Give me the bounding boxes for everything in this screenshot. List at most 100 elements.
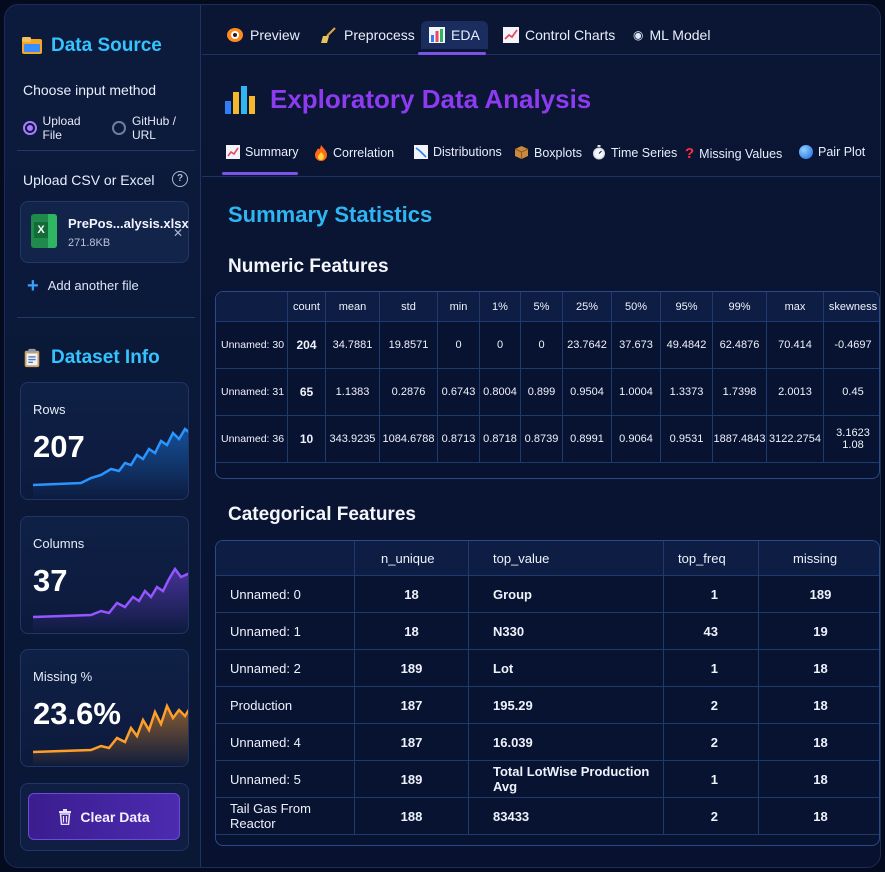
table-cell: 62.4876	[712, 321, 767, 369]
row-label: Unnamed: 0	[216, 575, 355, 613]
subtab-summary[interactable]: Summary	[226, 145, 298, 159]
metric-card-columns: Columns 37	[20, 516, 189, 634]
numeric-features-table-container: count mean std min 1% 5% 25% 50% 95% 99% max skewne…	[215, 291, 880, 479]
plus-icon: +	[27, 274, 39, 297]
table-cell: 2	[663, 723, 759, 761]
categorical-features-table: n_unique top_value top_freq missing Unnamed…	[216, 541, 879, 835]
table-cell: 37.673	[611, 321, 661, 369]
table-row: Unnamed: 31 65 1.1383 0.2876 0.6743 0.8004 0.8…	[216, 368, 879, 416]
metric-card-missing: Missing % 23.6%	[20, 649, 189, 767]
table-cell: Group	[468, 575, 664, 613]
subtab-correlation[interactable]: Correlation	[314, 145, 394, 161]
table-row: Unnamed: 2 189 Lot 1 18	[216, 649, 879, 687]
input-method-radio-group: Upload File GitHub / URL	[23, 114, 200, 142]
help-icon[interactable]: ?	[172, 171, 188, 187]
add-file-button[interactable]: + Add another file	[27, 274, 139, 297]
table-cell: 0.45	[823, 368, 879, 416]
dataset-info-header: Dataset Info	[21, 347, 160, 369]
table-cell: 1887.4843	[712, 415, 767, 463]
blue-circle-icon	[799, 145, 813, 159]
radio-upload-file-label[interactable]: Upload File	[42, 114, 81, 142]
excel-file-icon-letter: X	[34, 222, 48, 238]
radio-upload-file[interactable]	[23, 121, 37, 135]
table-row: Unnamed: 1 18 N330 43 19	[216, 612, 879, 650]
table-cell: 0.8004	[479, 368, 521, 416]
subtab-boxplots[interactable]: Boxplots	[514, 145, 582, 160]
metric-columns-label: Columns	[33, 536, 85, 551]
table-cell: 23.7642	[562, 321, 612, 369]
row-label: Production	[216, 686, 355, 724]
choose-method-label: Choose input method	[23, 82, 157, 98]
table-cell: 1	[663, 649, 759, 687]
table-cell: N330	[468, 612, 664, 650]
missing-sparkline	[32, 702, 188, 766]
table-cell: 0.8713	[437, 415, 480, 463]
tab-preprocess[interactable]: Preprocess	[312, 21, 423, 49]
tab-control-charts-label: Control Charts	[525, 27, 616, 43]
metric-card-rows: Rows 207	[20, 382, 189, 500]
metric-rows-value: 207	[33, 429, 85, 464]
table-cell: 1.0004	[611, 368, 661, 416]
active-tab-indicator	[418, 52, 486, 55]
numeric-header-cell: 25%	[562, 292, 612, 322]
table-cell: 18	[758, 797, 879, 835]
tab-ml-model[interactable]: ◉ ML Model	[625, 21, 718, 49]
categorical-header-cell: top_freq	[663, 541, 759, 576]
categorical-header-cell: missing	[758, 541, 879, 576]
summary-statistics-title: Summary Statistics	[228, 202, 433, 227]
numeric-header-index	[216, 292, 288, 322]
subtab-pair-plot[interactable]: Pair Plot	[799, 145, 865, 159]
table-cell: 3122.2754	[766, 415, 824, 463]
table-cell: 18	[354, 612, 469, 650]
app-window: Data Source Choose input method Upload F…	[4, 4, 881, 868]
eda-subtabs: Summary Correlation Distributions Boxplo…	[202, 137, 880, 177]
subtab-boxplots-label: Boxplots	[534, 145, 582, 160]
subtab-time-series-label: Time Series	[611, 145, 678, 160]
row-label: Unnamed: 30	[216, 321, 288, 369]
tab-control-charts[interactable]: Control Charts	[495, 21, 623, 49]
file-name: PrePos...alysis.xlsx	[68, 216, 189, 231]
table-cell: 3.1623 1.08	[823, 415, 879, 463]
row-label: Unnamed: 5	[216, 760, 355, 798]
row-label: Unnamed: 4	[216, 723, 355, 761]
clear-data-button[interactable]: Clear Data	[28, 793, 180, 840]
tab-preview[interactable]: Preview	[218, 21, 308, 49]
metric-rows-label: Rows	[33, 402, 66, 417]
numeric-header-cell: 50%	[611, 292, 661, 322]
table-cell: 1.7398	[712, 368, 767, 416]
line-chart-icon	[503, 27, 519, 43]
subtab-summary-label: Summary	[245, 145, 299, 159]
table-cell: 0.2876	[379, 368, 438, 416]
table-cell: Total LotWise Production Avg	[468, 760, 664, 798]
tab-eda[interactable]: EDA	[421, 21, 488, 49]
table-row: Tail Gas From Reactor 188 83433 2 18	[216, 797, 879, 835]
add-file-label: Add another file	[47, 278, 139, 293]
numeric-header-cell: skewness	[823, 292, 879, 322]
table-cell: 10	[287, 415, 326, 463]
page-title-text: Exploratory Data Analysis	[270, 83, 592, 114]
table-cell: 18	[354, 575, 469, 613]
clipboard-icon	[24, 348, 40, 368]
table-cell: 1	[663, 575, 759, 613]
remove-file-icon[interactable]: ✕	[173, 226, 184, 240]
table-cell: 204	[287, 321, 326, 369]
subtab-distributions[interactable]: Distributions	[414, 145, 502, 159]
radio-github-url-label[interactable]: GitHub / URL	[131, 114, 176, 142]
table-cell: 0	[479, 321, 521, 369]
categorical-features-title: Categorical Features	[228, 504, 416, 525]
table-cell: 0.8718	[479, 415, 521, 463]
numeric-header-cell: min	[437, 292, 480, 322]
numeric-header-cell: 1%	[479, 292, 521, 322]
subtab-missing-values-label: Missing Values	[699, 146, 783, 161]
table-row: Unnamed: 0 18 Group 1 189	[216, 575, 879, 613]
stopwatch-icon	[593, 145, 605, 160]
trash-icon	[59, 808, 72, 825]
subtab-time-series[interactable]: Time Series	[592, 145, 677, 160]
table-cell: 1.3373	[660, 368, 713, 416]
radio-github-url[interactable]	[112, 121, 126, 135]
table-cell: 18	[758, 723, 879, 761]
table-cell: 0	[437, 321, 480, 369]
table-cell: 19.8571	[379, 321, 438, 369]
subtab-missing-values[interactable]: ? Missing Values	[685, 145, 782, 162]
table-cell: 195.29	[468, 686, 664, 724]
